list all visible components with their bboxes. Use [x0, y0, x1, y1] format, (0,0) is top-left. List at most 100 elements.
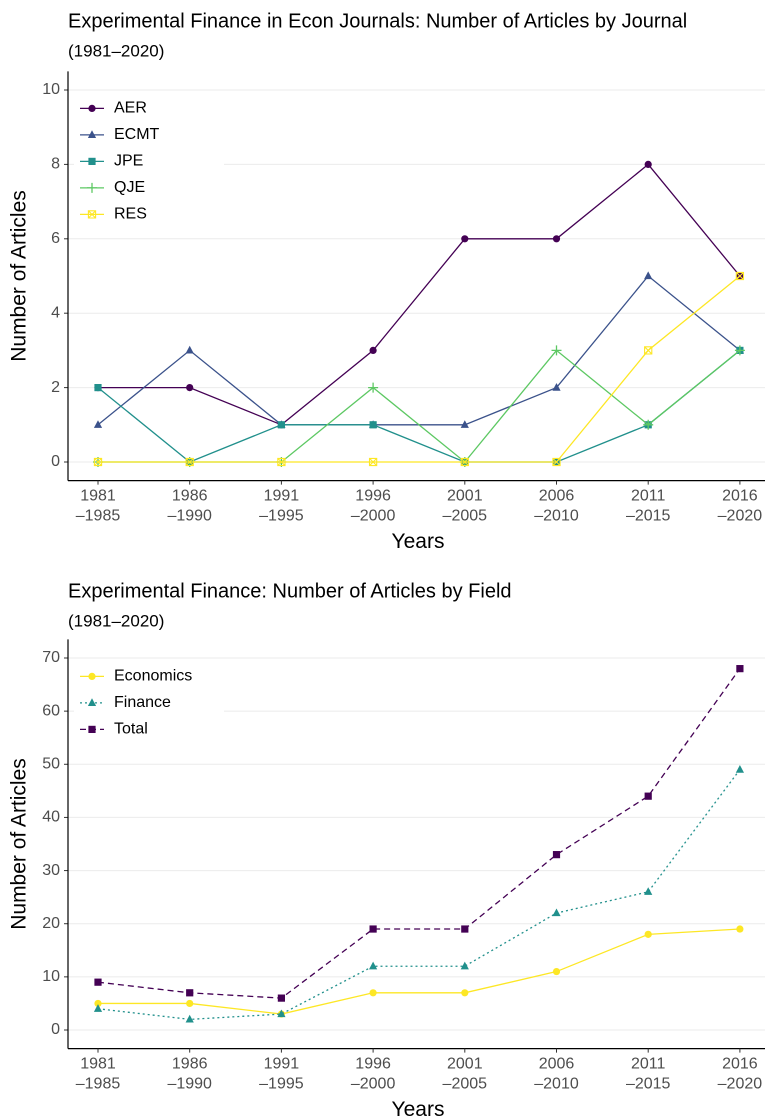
data-point [368, 382, 379, 393]
legend-marker [87, 210, 97, 219]
y-tick-label: 0 [51, 453, 60, 470]
legend-label: RES [114, 206, 147, 223]
legend-marker [87, 698, 97, 706]
data-point [185, 457, 194, 467]
x-tick-label: 1981 –1985 [76, 488, 121, 525]
legend-box [74, 92, 224, 233]
legend-label: ECMT [114, 126, 160, 143]
data-point [277, 457, 286, 467]
x-axis-title: Years [392, 530, 445, 553]
data-point [185, 1014, 194, 1023]
data-point [644, 271, 653, 280]
data-point [186, 999, 194, 1008]
series-line [98, 928, 740, 1015]
data-point [644, 346, 653, 355]
x-tick-label: 1991 –1995 [259, 1056, 304, 1093]
y-tick-label: 70 [42, 649, 60, 666]
x-tick-label: 2006 –2010 [534, 1056, 579, 1093]
data-point [461, 925, 469, 933]
data-point [185, 345, 194, 354]
x-tick-label: 2006 –2010 [534, 488, 579, 525]
legend-marker [88, 672, 96, 681]
data-point [734, 345, 745, 356]
y-tick-label: 20 [42, 915, 60, 932]
x-tick-label: 2011 –2015 [626, 488, 671, 525]
x-tick-label: 2001 –2005 [443, 488, 488, 525]
data-point [552, 457, 561, 467]
data-point [461, 989, 469, 997]
data-point [552, 851, 561, 859]
y-tick-label: 50 [42, 756, 60, 773]
data-point [735, 271, 745, 281]
y-axis-title: Number of Articles [8, 758, 31, 930]
data-point [93, 1004, 103, 1012]
series-line [98, 163, 741, 426]
series-line [97, 275, 741, 426]
y-tick-label: 2 [51, 379, 60, 396]
chart-subtitle: (1981–2020) [68, 41, 164, 60]
legend-box [74, 660, 224, 748]
data-point [94, 999, 102, 1008]
series-line [97, 349, 741, 463]
y-tick-label: 4 [51, 304, 60, 321]
data-point [552, 967, 561, 976]
data-point [644, 930, 652, 938]
data-point [186, 989, 194, 997]
data-point [552, 908, 561, 917]
series-line [97, 668, 741, 999]
data-point [369, 346, 377, 354]
x-axis-title: Years [392, 1098, 445, 1118]
data-point [277, 421, 285, 429]
data-point [643, 419, 654, 430]
y-tick-label: 8 [51, 156, 60, 173]
data-point [644, 160, 652, 168]
data-point [735, 765, 744, 773]
x-tick-label: 1986 –1990 [167, 488, 212, 525]
data-point [460, 961, 469, 970]
data-point [368, 457, 378, 467]
legend-marker [88, 157, 96, 165]
legend-label: AER [114, 100, 147, 117]
x-tick-label: 2016 –2020 [718, 1056, 763, 1093]
data-point [93, 457, 103, 467]
data-point [94, 978, 102, 986]
data-point [277, 1009, 286, 1018]
x-tick-label: 2001 –2005 [443, 1056, 488, 1093]
y-tick-label: 0 [51, 1021, 60, 1038]
data-point [460, 420, 469, 428]
legend-marker [87, 130, 97, 138]
y-tick-label: 30 [42, 862, 60, 879]
y-tick-label: 10 [42, 81, 60, 98]
x-tick-label: 1986 –1990 [167, 1056, 212, 1093]
data-point [186, 384, 194, 392]
data-point [369, 925, 377, 933]
data-point [736, 665, 744, 673]
data-point [369, 989, 377, 997]
chart-title: Experimental Finance: Number of Articles… [68, 580, 512, 602]
data-point [552, 235, 561, 243]
chart-subtitle: (1981–2020) [68, 611, 164, 630]
data-point [644, 887, 653, 895]
legend-marker [87, 182, 97, 193]
data-point [93, 420, 103, 428]
series-line [98, 275, 741, 463]
data-point [369, 961, 378, 970]
data-point [461, 235, 469, 243]
y-tick-label: 6 [51, 230, 60, 247]
x-tick-label: 1996 –2000 [351, 488, 396, 525]
legend-label: JPE [114, 153, 143, 170]
y-tick-label: 40 [42, 809, 60, 826]
y-axis-title: Number of Articles [8, 190, 31, 362]
x-tick-label: 1996 –2000 [351, 1056, 396, 1093]
chart-title: Experimental Finance in Econ Journals: N… [68, 10, 687, 32]
x-tick-label: 1991 –1995 [259, 488, 304, 525]
legend-label: QJE [114, 179, 145, 196]
data-point [94, 384, 102, 392]
data-point [736, 925, 744, 933]
series-line [97, 769, 741, 1021]
x-tick-label: 2016 –2020 [718, 488, 763, 525]
legend-label: Total [114, 721, 148, 738]
data-point [460, 457, 469, 467]
x-tick-label: 2011 –2015 [626, 1056, 671, 1093]
